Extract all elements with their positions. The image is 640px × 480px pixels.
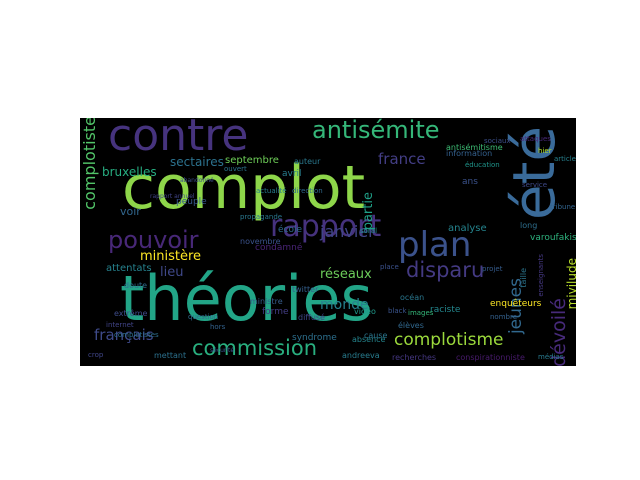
- cloud-word: enquêteurs: [490, 299, 542, 309]
- cloud-word: complot: [122, 153, 366, 223]
- cloud-word: avril: [282, 169, 302, 179]
- cloud-word: long: [520, 221, 538, 230]
- cloud-word: janvier: [320, 222, 375, 241]
- cloud-word: taille: [519, 268, 528, 288]
- cloud-word: attaques: [520, 135, 551, 143]
- cloud-word: conspirationniste: [456, 353, 525, 362]
- cloud-word: pouvoir: [108, 226, 199, 254]
- cloud-word: novembre: [240, 237, 281, 246]
- cloud-word: peuple: [176, 197, 207, 207]
- cloud-word: réseaux: [320, 267, 372, 282]
- cloud-word: andreeva: [342, 351, 380, 360]
- cloud-word: actualité: [256, 187, 287, 195]
- cloud-word: ministère: [140, 249, 202, 264]
- cloud-word: varoufakis: [530, 233, 576, 243]
- cloud-word: projet: [482, 265, 503, 273]
- cloud-word: école: [278, 225, 303, 235]
- cloud-word: monde: [320, 297, 369, 313]
- cloud-word: sectaires: [170, 155, 224, 169]
- cloud-word: plan: [398, 225, 472, 265]
- word-cloud: complot théories été contre rapport plan pouvo…: [80, 118, 576, 366]
- cloud-word: vidéo: [354, 307, 376, 316]
- cloud-word: ministre: [250, 297, 283, 306]
- cloud-word: ans: [462, 177, 478, 187]
- cloud-word: antisémitisme: [446, 143, 503, 152]
- cloud-word: septembre: [225, 155, 279, 166]
- cloud-word: commission: [192, 336, 318, 360]
- cloud-word: question: [188, 313, 219, 321]
- cloud-word: disparu: [406, 258, 485, 282]
- cloud-word: attentats: [106, 263, 152, 274]
- cloud-word: condamné: [255, 243, 303, 253]
- cloud-word: auteur: [294, 157, 321, 166]
- cloud-word: information: [446, 149, 493, 158]
- cloud-word: analyse: [448, 223, 487, 234]
- cloud-word: lieu: [160, 265, 184, 280]
- cloud-word: internet: [106, 321, 134, 329]
- cloud-word: doute: [124, 281, 148, 290]
- cloud-word: sécurité: [210, 347, 235, 354]
- cloud-word: rapport annuel: [150, 193, 195, 200]
- cloud-word: enseignants: [537, 254, 545, 297]
- cloud-word: twitter: [292, 285, 319, 294]
- cloud-word: propagande: [240, 213, 283, 221]
- cloud-word: océan: [400, 293, 425, 302]
- cloud-word: forme: [262, 307, 289, 317]
- cloud-word: nombre: [490, 313, 518, 321]
- cloud-word: sociaux: [484, 137, 511, 145]
- cloud-word: recherches: [392, 353, 437, 362]
- cloud-word: bruxelles: [102, 165, 157, 179]
- cloud-word: antisémite: [312, 118, 440, 144]
- cloud-word: images: [408, 309, 434, 317]
- cloud-word: black: [388, 307, 407, 315]
- cloud-word: complotiste: [80, 118, 99, 210]
- cloud-word: rapport: [270, 209, 382, 244]
- cloud-word: france: [378, 150, 426, 168]
- cloud-word: tribune: [550, 203, 576, 211]
- cloud-word: diffusé: [298, 313, 325, 322]
- cloud-word: extrême: [114, 309, 148, 318]
- cloud-word: mettant: [154, 351, 187, 360]
- cloud-word: abandonné: [180, 177, 214, 184]
- cloud-word: place: [380, 263, 399, 271]
- cloud-word: contre: [108, 118, 249, 161]
- cloud-word: raciste: [430, 305, 461, 315]
- cloud-word: mivilude: [565, 258, 576, 310]
- cloud-word: soral: [360, 227, 378, 235]
- cloud-word: français: [94, 326, 154, 344]
- cloud-word: absence: [352, 335, 386, 344]
- cloud-word: ouvert: [224, 165, 247, 173]
- cloud-word: élèves: [398, 321, 424, 330]
- cloud-word: médias: [538, 353, 564, 361]
- cloud-word: hier: [538, 147, 552, 155]
- cloud-word: crop: [88, 351, 104, 359]
- cloud-word: direction: [292, 187, 323, 195]
- cloud-word: article: [554, 155, 576, 163]
- cloud-word: théories: [120, 262, 373, 335]
- cloud-word: hors: [210, 323, 226, 331]
- cloud-word: partie: [361, 192, 376, 231]
- cloud-word: voir: [120, 205, 141, 218]
- cloud-word: service: [522, 181, 548, 189]
- cloud-word: cause: [364, 331, 388, 340]
- cloud-word: éducation: [465, 161, 500, 169]
- cloud-word: complotistes: [114, 331, 159, 339]
- cloud-word: complotisme: [394, 330, 504, 350]
- cloud-word: syndrome: [292, 333, 337, 343]
